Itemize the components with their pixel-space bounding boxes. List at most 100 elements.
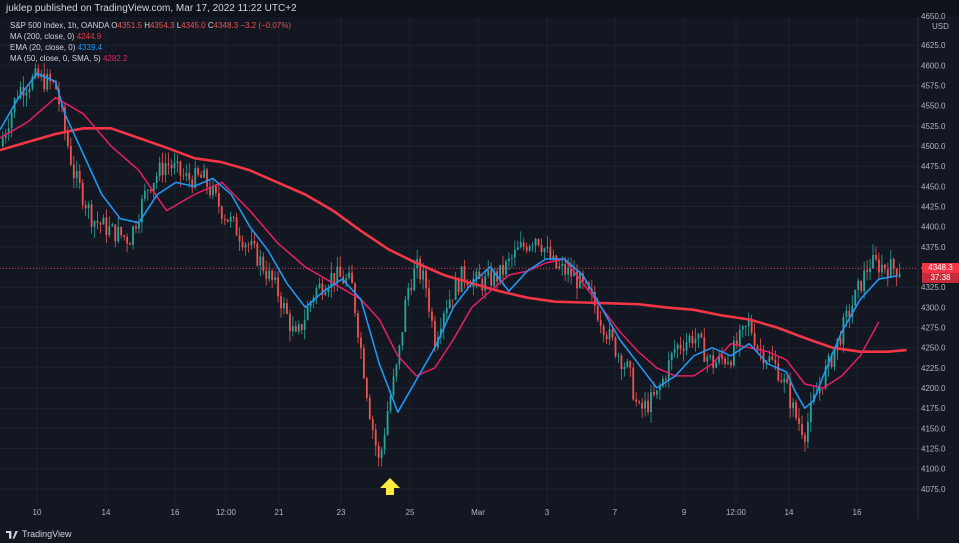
candle-body bbox=[173, 163, 176, 169]
candle-body bbox=[718, 355, 720, 363]
candle-body bbox=[170, 164, 173, 169]
chart-legend: S&P 500 Index, 1h, OANDA O4351.5 H4354.3… bbox=[10, 20, 291, 64]
tradingview-logo-text: TradingView bbox=[22, 529, 72, 539]
candle-body bbox=[10, 112, 13, 129]
candle-body bbox=[291, 326, 294, 332]
legend-ema20-value: 4339.4 bbox=[77, 43, 103, 52]
candle-body bbox=[448, 299, 451, 308]
candle-body bbox=[475, 271, 478, 279]
candle-body bbox=[872, 254, 874, 269]
candle-body bbox=[762, 349, 765, 364]
legend-change: −3.2 (−0.07%) bbox=[240, 21, 292, 30]
x-tick-label: Mar bbox=[471, 508, 485, 517]
legend-ma200-label: MA (200, close, 0) bbox=[10, 32, 75, 41]
candle-body bbox=[259, 256, 262, 266]
candle-body bbox=[164, 163, 167, 176]
candle-body bbox=[318, 283, 321, 289]
candle-body bbox=[777, 363, 780, 381]
candle-body bbox=[188, 173, 191, 180]
candle-body bbox=[818, 387, 821, 394]
last-price-tag: 4348.3 bbox=[922, 263, 959, 274]
candle-body bbox=[445, 307, 448, 314]
currency-label: USD bbox=[932, 22, 949, 31]
y-tick-label-partial: 4650.0 bbox=[921, 12, 946, 21]
candle-body bbox=[431, 311, 433, 321]
legend-open: 4351.5 bbox=[117, 21, 142, 30]
candle-body bbox=[555, 255, 558, 268]
legend-symbol: S&P 500 Index, 1h, OANDA bbox=[10, 21, 110, 30]
x-tick-label: 10 bbox=[33, 508, 42, 517]
candle-body bbox=[824, 366, 827, 389]
candle-body bbox=[31, 76, 34, 89]
candle-body bbox=[167, 163, 170, 165]
candle-body bbox=[428, 288, 430, 312]
ma50-line[interactable] bbox=[0, 96, 880, 389]
candle-body bbox=[191, 179, 194, 188]
candle-body bbox=[889, 259, 892, 278]
candle-body bbox=[235, 217, 238, 236]
candle-body bbox=[203, 169, 205, 178]
candle-body bbox=[650, 392, 652, 413]
up-arrow-icon[interactable] bbox=[380, 478, 400, 495]
x-tick-label: 21 bbox=[275, 508, 284, 517]
legend-ma200-value: 4244.9 bbox=[76, 32, 102, 41]
candle-body bbox=[365, 378, 368, 398]
candle-body bbox=[839, 338, 842, 345]
legend-ma50-value: 4282.2 bbox=[102, 54, 128, 63]
y-tick-label: 4275.0 bbox=[921, 324, 946, 333]
candle-body bbox=[179, 161, 182, 176]
legend-ma50-row[interactable]: MA (50, close, 0, SMA, 5) 4282.2 bbox=[10, 53, 291, 64]
candle-body bbox=[336, 266, 339, 283]
candle-body bbox=[806, 421, 809, 442]
candle-body bbox=[510, 257, 513, 259]
candle-body bbox=[52, 81, 54, 82]
candle-body bbox=[330, 272, 333, 288]
candle-body bbox=[72, 164, 75, 179]
candle-body bbox=[256, 243, 259, 266]
candle-body bbox=[682, 348, 685, 351]
candle-body bbox=[422, 270, 424, 280]
y-tick-label: 4200.0 bbox=[921, 384, 946, 393]
candle-body bbox=[117, 226, 120, 242]
candle-body bbox=[1, 137, 4, 147]
candle-body bbox=[69, 146, 72, 165]
candle-body bbox=[339, 266, 342, 277]
candle-body bbox=[623, 366, 626, 370]
candle-body bbox=[395, 364, 398, 377]
legend-close: 4348.3 bbox=[213, 21, 239, 30]
candle-body bbox=[561, 264, 564, 267]
y-tick-label: 4175.0 bbox=[921, 404, 946, 413]
candle-body bbox=[241, 241, 244, 248]
candle-body bbox=[836, 338, 839, 351]
candle-body bbox=[614, 337, 617, 357]
y-tick-label: 4425.0 bbox=[921, 203, 946, 212]
candle-body bbox=[644, 400, 646, 409]
candle-body bbox=[679, 344, 682, 349]
x-tick-label: 16 bbox=[171, 508, 180, 517]
candle-body bbox=[721, 355, 723, 359]
candle-body bbox=[419, 258, 422, 280]
legend-ema20-row[interactable]: EMA (20, close, 0) 4339.4 bbox=[10, 42, 291, 53]
candle-body bbox=[398, 345, 401, 365]
candle-body bbox=[798, 418, 800, 424]
ema20-line[interactable] bbox=[0, 72, 898, 413]
candle-body bbox=[410, 287, 413, 291]
candle-body bbox=[789, 382, 792, 409]
ma200-line[interactable] bbox=[0, 127, 907, 353]
candle-body bbox=[697, 333, 700, 339]
legend-ma200-row[interactable]: MA (200, close, 0) 4244.9 bbox=[10, 31, 291, 42]
candle-body bbox=[111, 224, 114, 227]
candle-body bbox=[508, 258, 510, 262]
candle-body bbox=[558, 266, 561, 268]
candle-body bbox=[206, 169, 208, 187]
candle-body bbox=[90, 204, 93, 227]
candle-body bbox=[638, 401, 641, 403]
header-bar: juklep published on TradingView.com, Mar… bbox=[0, 0, 959, 17]
candle-body bbox=[149, 189, 152, 192]
tradingview-logo[interactable]: TradingView bbox=[6, 529, 72, 539]
candle-body bbox=[108, 226, 111, 235]
candle-body bbox=[306, 306, 309, 321]
candle-body bbox=[262, 256, 265, 272]
candle-body bbox=[543, 248, 546, 252]
